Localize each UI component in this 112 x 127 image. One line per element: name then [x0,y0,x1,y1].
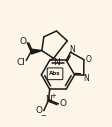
Text: O: O [86,55,92,64]
Text: −: − [40,113,46,119]
FancyBboxPatch shape [47,68,63,80]
Text: Cl: Cl [17,58,26,67]
Text: O: O [20,37,27,46]
Text: N: N [70,45,75,54]
Polygon shape [31,49,42,54]
Text: N: N [45,95,52,104]
Text: N: N [53,58,60,67]
Text: O: O [60,99,67,108]
Text: N: N [83,74,89,83]
Text: O: O [35,106,42,115]
Text: Abs: Abs [49,71,61,76]
Text: +: + [51,93,56,99]
